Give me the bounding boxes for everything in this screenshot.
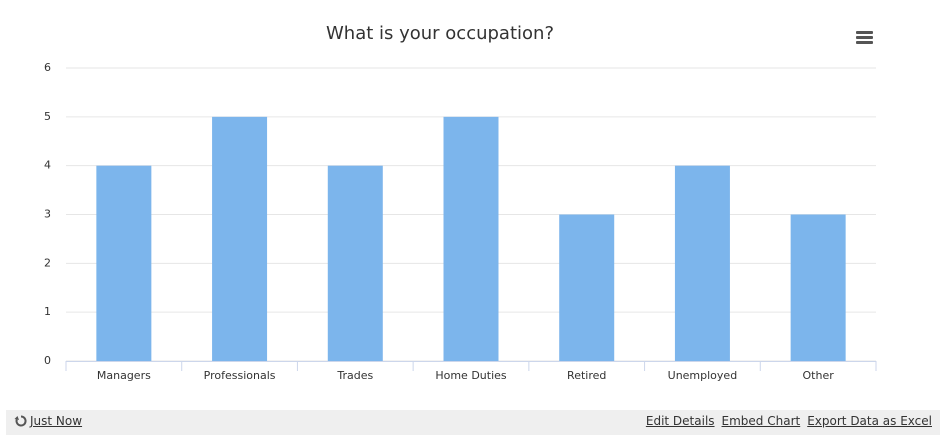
x-tick-label: Retired xyxy=(567,369,606,382)
menu-bar xyxy=(856,31,873,34)
footer-link[interactable]: Edit Details xyxy=(645,414,715,428)
y-tick-label: 6 xyxy=(44,61,51,74)
y-tick-label: 5 xyxy=(44,110,51,123)
bar xyxy=(327,165,383,361)
menu-button[interactable] xyxy=(856,31,873,44)
bar xyxy=(96,165,152,361)
x-tick-label: Professionals xyxy=(204,369,276,382)
updated-link[interactable]: Just Now xyxy=(30,414,83,428)
x-tick-label: Unemployed xyxy=(668,369,738,382)
footer-link[interactable]: Embed Chart xyxy=(721,414,801,428)
y-tick-label: 4 xyxy=(44,159,51,172)
bar xyxy=(790,214,846,361)
bar xyxy=(212,116,268,361)
chart-title: What is your occupation? xyxy=(326,23,554,44)
menu-bar xyxy=(856,36,873,39)
footer-link[interactable]: Export Data as Excel xyxy=(807,414,932,428)
x-tick-label: Home Duties xyxy=(435,369,507,382)
footer: Just Now Edit Details Embed Chart Export D… xyxy=(6,410,940,435)
y-tick-label: 3 xyxy=(44,208,51,221)
x-tick-label: Other xyxy=(803,369,835,382)
bar xyxy=(674,165,730,361)
refresh-icon xyxy=(14,415,27,427)
footer-links: Edit Details Embed Chart Export Data as Ex… xyxy=(646,414,932,428)
y-tick-label: 1 xyxy=(44,305,51,318)
x-tick-label: Trades xyxy=(336,369,373,382)
x-tick-label: Managers xyxy=(97,369,151,382)
bar xyxy=(559,214,615,361)
bar xyxy=(443,116,499,361)
chart: What is your occupation? 0 1 2 3 4 5 6 Managers… xyxy=(44,23,877,382)
y-tick-label: 2 xyxy=(44,256,51,269)
y-tick-label: 0 xyxy=(44,354,51,367)
menu-bar xyxy=(856,41,873,44)
updated: Just Now xyxy=(14,414,82,428)
